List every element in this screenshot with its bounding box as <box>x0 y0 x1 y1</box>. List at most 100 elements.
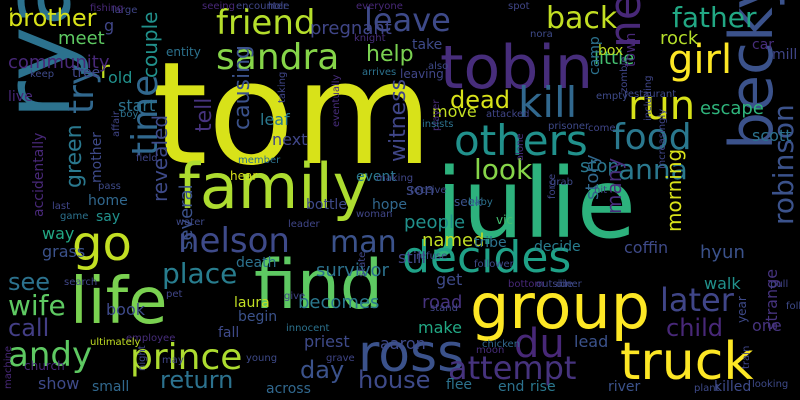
word: refuse <box>416 251 448 262</box>
word: large <box>112 5 138 16</box>
word: young <box>246 353 278 364</box>
word: coffin <box>624 238 669 257</box>
word: hope <box>372 197 407 213</box>
word: insists <box>422 119 454 130</box>
word: grass <box>42 242 86 261</box>
word: ross <box>358 324 465 384</box>
word: pass <box>98 181 121 192</box>
word: andy <box>8 335 93 375</box>
word: call <box>8 314 50 342</box>
word: way <box>42 224 75 243</box>
word: death <box>236 255 277 271</box>
word: truck <box>620 332 754 392</box>
word: find <box>254 246 384 325</box>
word: flee <box>446 377 473 393</box>
word: girl <box>668 37 733 83</box>
word: child <box>666 314 723 342</box>
word: start <box>118 96 156 115</box>
word: nelson <box>178 221 290 261</box>
word: group <box>470 270 651 343</box>
word: witness <box>386 78 411 162</box>
word: return <box>160 366 234 394</box>
word: diner <box>556 279 582 290</box>
word: grab <box>550 177 573 188</box>
word: also <box>428 61 449 72</box>
word: next <box>272 130 308 149</box>
word: prisoner <box>548 121 590 132</box>
word: prince <box>130 337 243 378</box>
word: people <box>404 212 466 233</box>
word: old <box>108 68 133 87</box>
word: escape <box>700 98 764 119</box>
word: still <box>398 248 426 267</box>
word: jo <box>0 0 15 17</box>
word: take <box>412 37 443 53</box>
word: water <box>176 217 205 228</box>
word: leaf <box>260 110 290 129</box>
word: eventually <box>331 74 342 127</box>
word: walk <box>704 274 741 293</box>
word: boy <box>120 109 139 120</box>
word: book <box>106 300 145 319</box>
word: increasingly <box>657 108 668 169</box>
word: robinson <box>767 104 800 225</box>
word: mother <box>89 132 105 183</box>
word: last <box>52 201 71 212</box>
word: meet <box>58 28 105 49</box>
word: may <box>162 355 184 366</box>
word: place <box>162 257 238 290</box>
word: show <box>38 374 80 393</box>
word: scott <box>752 126 792 145</box>
word: zombie <box>619 56 630 93</box>
word: across <box>266 381 311 397</box>
word: receive <box>410 185 447 196</box>
word: life <box>70 265 168 339</box>
word: spot <box>508 1 530 12</box>
word: restaurant <box>624 89 677 100</box>
word: anna <box>618 153 688 186</box>
word: pregnant <box>310 18 392 39</box>
word: family <box>178 150 370 223</box>
word: event <box>356 169 396 185</box>
word: house <box>358 366 431 394</box>
word: search <box>64 277 98 288</box>
word: outside <box>536 279 573 290</box>
word: moon <box>476 345 505 356</box>
word: train <box>741 345 752 369</box>
word: g <box>104 16 115 35</box>
word: dead <box>450 86 510 114</box>
word: food <box>612 117 692 158</box>
word: go <box>72 216 132 272</box>
word: everyone <box>356 1 403 12</box>
word: follower <box>474 259 514 270</box>
word: stand <box>430 303 458 314</box>
word: attacked <box>486 109 530 120</box>
word: vic <box>496 213 514 227</box>
word: friend <box>216 3 316 43</box>
word: get <box>436 270 463 289</box>
word: make <box>418 318 462 337</box>
word: rock <box>660 28 699 49</box>
word: see <box>8 268 51 296</box>
word: tribe <box>474 235 507 251</box>
word: alone <box>515 133 526 161</box>
word: help <box>366 42 414 67</box>
word: say <box>96 209 121 225</box>
word: chicken <box>482 339 521 350</box>
word: bottom <box>508 279 545 290</box>
word: julie <box>436 148 636 260</box>
word: home <box>88 193 128 209</box>
word: arrives <box>362 67 397 78</box>
word: decides <box>402 232 572 283</box>
word: empty <box>596 91 629 102</box>
word: employee <box>126 333 176 344</box>
word: look <box>474 153 533 186</box>
word: river <box>608 379 641 395</box>
word: move <box>432 102 477 121</box>
word: church <box>24 359 65 373</box>
word: year <box>735 296 749 323</box>
word: leaving <box>400 67 444 81</box>
word: road <box>422 292 463 313</box>
word: priest <box>304 332 350 351</box>
word: little <box>594 48 635 69</box>
